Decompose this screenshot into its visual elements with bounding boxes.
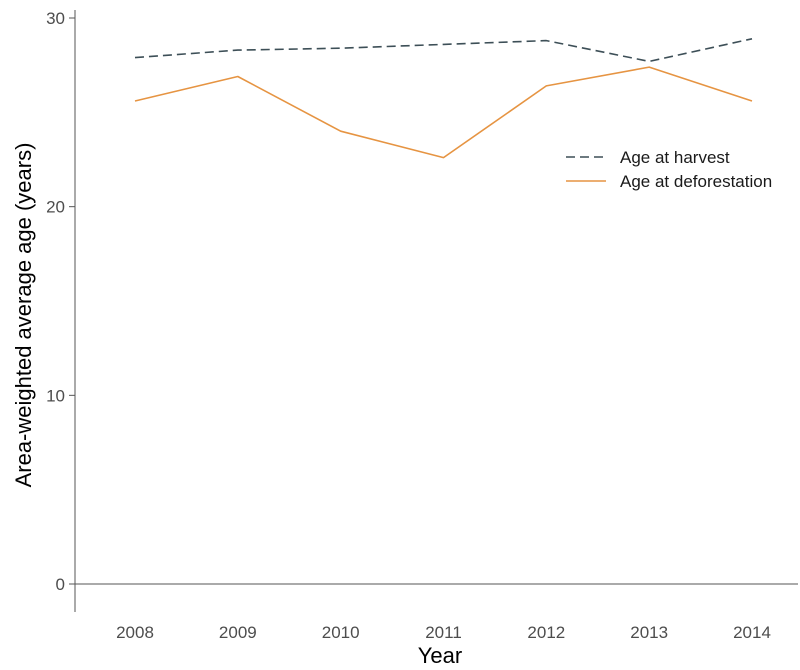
x-tick-label-2012: 2012 [527, 623, 565, 642]
x-tick-label-2008: 2008 [116, 623, 154, 642]
y-tick-label-20: 20 [46, 198, 65, 217]
legend-label-age-at-harvest: Age at harvest [620, 148, 730, 167]
series-layer [134, 38, 753, 159]
x-tick-label-2009: 2009 [219, 623, 257, 642]
y-tick-label-0: 0 [56, 575, 65, 594]
x-tick-label-2011: 2011 [425, 623, 462, 642]
x-axis-title: Year [418, 643, 462, 668]
y-axis-title: Area-weighted average age (years) [11, 143, 36, 488]
x-tick-label-2014: 2014 [733, 623, 771, 642]
x-tick-label-2010: 2010 [322, 623, 360, 642]
axes: 0 10 20 30 2008 2009 2010 2011 2012 2013 2014 [46, 9, 798, 642]
legend-label-age-at-deforestation: Age at deforestation [620, 172, 772, 191]
x-tick-label-2013: 2013 [630, 623, 668, 642]
legend: Age at harvest Age at deforestation [566, 148, 772, 191]
y-tick-label-10: 10 [46, 386, 65, 405]
y-tick-label-30: 30 [46, 9, 65, 28]
series-line-age-at-deforestation [134, 66, 753, 159]
series-line-age-at-harvest [134, 38, 753, 63]
